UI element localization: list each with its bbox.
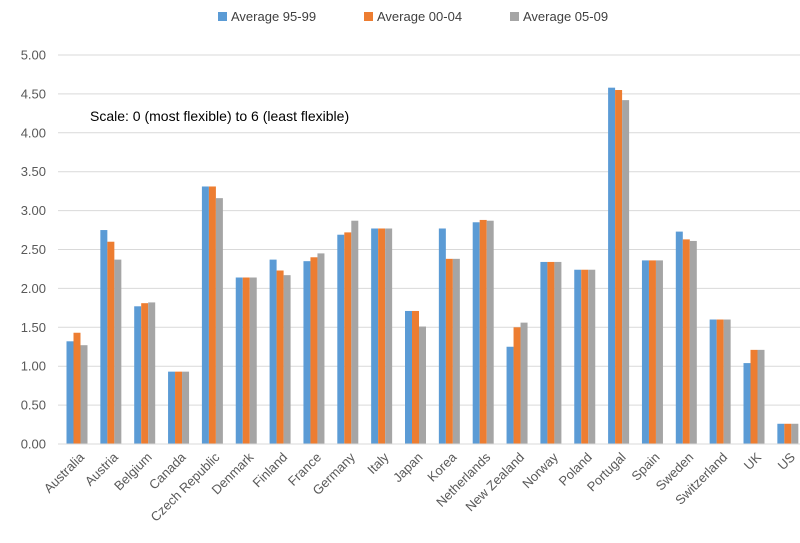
bar (107, 241, 115, 444)
bar (175, 371, 183, 444)
x-tick-label: Italy (364, 449, 392, 477)
bar (641, 260, 649, 444)
bar (513, 327, 521, 444)
bar (438, 228, 446, 444)
bar (344, 232, 352, 444)
bar (141, 303, 149, 444)
bar (412, 310, 419, 444)
y-tick-label: 3.50 (21, 164, 46, 179)
bar (472, 222, 480, 444)
legend: Average 95-99 Average 00-04 Average 05-09 (218, 9, 608, 24)
y-tick-label: 4.50 (21, 86, 46, 101)
bar (574, 269, 582, 444)
y-tick-label: 0.00 (21, 437, 46, 452)
bar (648, 260, 656, 444)
bar (73, 332, 81, 444)
bar (506, 346, 514, 444)
bar (371, 228, 379, 444)
bar (791, 423, 799, 444)
bar (554, 261, 562, 444)
bar (743, 363, 751, 444)
bar (100, 230, 108, 444)
bar (540, 261, 548, 444)
y-tick-label: 1.00 (21, 359, 46, 374)
bar (283, 275, 291, 444)
y-axis: 0.00 0.50 1.00 1.50 2.00 2.50 3.00 3.50 4.00 4.50… (21, 48, 46, 452)
bar (445, 258, 453, 444)
legend-swatch (218, 12, 227, 21)
y-tick-label: 0.50 (21, 398, 46, 413)
x-tick-label: Australia (41, 449, 88, 496)
bar (655, 260, 663, 444)
bar (723, 319, 731, 444)
bar (581, 269, 589, 444)
bar (608, 87, 616, 445)
bar (351, 220, 359, 444)
bar (675, 231, 683, 444)
bar (134, 306, 142, 444)
bar (168, 371, 176, 444)
bar (689, 240, 697, 444)
bar (486, 220, 494, 444)
bar (784, 423, 792, 444)
bar (235, 277, 243, 444)
y-tick-label: 4.00 (21, 125, 46, 140)
bar (757, 349, 765, 444)
bar (588, 269, 596, 444)
bar (777, 423, 785, 444)
bar (80, 345, 88, 444)
x-tick-label: Finland (249, 450, 290, 491)
bar (303, 261, 311, 444)
bar (317, 253, 325, 444)
bar (419, 326, 426, 444)
bar (520, 322, 528, 444)
bar (201, 186, 209, 444)
bar (114, 259, 122, 444)
x-tick-label: Japan (390, 450, 426, 486)
bar (242, 277, 250, 444)
y-tick-label: 3.00 (21, 203, 46, 218)
y-tick-label: 1.50 (21, 320, 46, 335)
bar (378, 228, 386, 444)
bar (208, 186, 216, 444)
y-tick-label: 2.50 (21, 242, 46, 257)
bar (622, 100, 630, 445)
bar (182, 371, 190, 444)
x-tick-label: UK (741, 449, 765, 473)
bar (249, 277, 257, 444)
bar (66, 341, 74, 444)
bar (709, 319, 717, 444)
bar (615, 90, 623, 444)
legend-swatch (510, 12, 519, 21)
legend-label: Average 95-99 (231, 9, 316, 24)
legend-label: Average 05-09 (523, 9, 608, 24)
bar (479, 219, 487, 444)
bars (66, 87, 799, 445)
bar (148, 302, 156, 444)
x-tick-label: US (775, 449, 799, 473)
legend-swatch (364, 12, 373, 21)
bar (547, 261, 555, 444)
x-tick-label: Norway (519, 449, 561, 491)
bar (385, 228, 393, 444)
legend-label: Average 00-04 (377, 9, 462, 24)
y-tick-label: 2.00 (21, 281, 46, 296)
bar (276, 270, 284, 444)
bar (337, 234, 345, 444)
bar (310, 257, 318, 444)
bar (405, 310, 412, 444)
bar (716, 319, 724, 444)
bar (682, 239, 690, 444)
bar (750, 349, 758, 444)
bar (269, 259, 277, 444)
bar (452, 258, 460, 444)
x-tick-label: Belgium (111, 450, 155, 494)
bar (215, 198, 223, 444)
scale-annotation: Scale: 0 (most flexible) to 6 (least fle… (90, 108, 349, 124)
y-tick-label: 5.00 (21, 48, 46, 63)
